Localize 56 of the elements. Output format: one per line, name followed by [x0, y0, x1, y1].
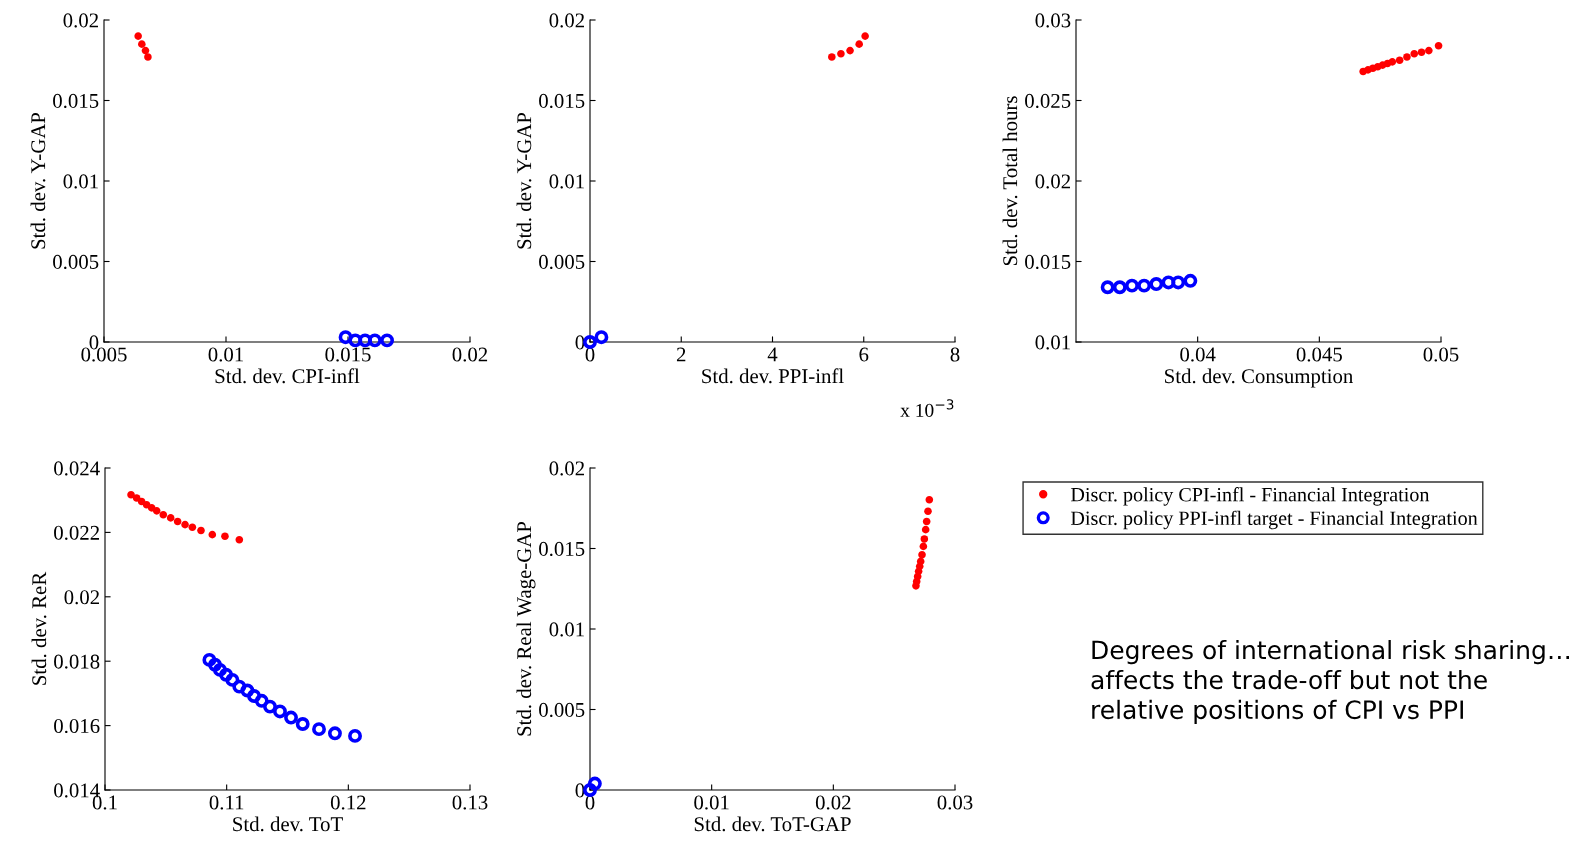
y-tick-label: 0.01 [63, 174, 98, 189]
y-tick-label: 0.016 [54, 718, 100, 734]
y-tick-label: 0.01 [1035, 335, 1070, 350]
text: Degrees of international risk sharing… affects the trade-off but not the relative positions of CPI vs PPI [1091, 640, 1569, 724]
x-tick-label: 0.02 [452, 347, 488, 362]
x-axis-title: Std. dev. Consumption [1165, 368, 1353, 388]
x-tick-label: 0.03 [937, 795, 973, 810]
text: x 10$^{−3}$ [900, 399, 954, 417]
x-tick-label: 0.12 [330, 795, 366, 810]
y-tick-label: 0.02 [1035, 174, 1070, 189]
x-tick-label: 0.04 [1180, 347, 1216, 362]
y-axis-title: Std. dev. Y-GAP [516, 112, 532, 249]
x-axis-title: Std. dev. ToT-GAP [694, 816, 851, 832]
y-tick-label: 0 [575, 335, 585, 350]
y-tick-label: 0.005 [539, 254, 585, 270]
y-tick-label: 0.02 [549, 13, 584, 28]
x-axis-title: Std. dev. CPI-infl [215, 368, 360, 384]
legend-label: Discr. policy CPI-infl - Financial Integration [1070, 487, 1430, 506]
y-tick-label: 0.02 [549, 461, 584, 476]
x-tick-label: 0.015 [325, 347, 371, 362]
y-tick-label: 0.005 [539, 702, 585, 718]
x-axis-title: Std. dev. PPI-infl [702, 368, 844, 384]
y-tick-label: 0.005 [53, 254, 99, 270]
x-axis-title: Std. dev. ToT [233, 816, 343, 832]
y-tick-label: 0.024 [54, 461, 100, 476]
y-tick-label: 0.022 [54, 525, 99, 540]
x-tick-label: 0.02 [815, 795, 851, 810]
x-tick-label: 0 [585, 795, 595, 810]
y-tick-label: 0.015 [1025, 254, 1071, 270]
y-tick-label: 0.03 [1035, 13, 1071, 28]
y-tick-label: 0.015 [53, 93, 99, 109]
x-tick-label: 0 [585, 347, 595, 362]
x-tick-label: 8 [950, 347, 960, 362]
y-tick-label: 0.01 [549, 174, 584, 189]
x-tick-label: 0.01 [694, 795, 729, 810]
y-tick-label: 0.01 [549, 622, 584, 637]
x-tick-label: 0.01 [208, 347, 243, 362]
legend-label: Discr. policy PPI-infl target - Financial Integration [1070, 510, 1478, 530]
y-axis-title: Std. dev. Y-GAP [30, 112, 46, 249]
y-tick-label: 0.015 [539, 93, 585, 109]
y-tick-label: 0.015 [539, 541, 585, 557]
x-tick-label: 2 [676, 347, 686, 362]
y-tick-label: 0.025 [1025, 93, 1071, 109]
y-tick-label: 0 [575, 783, 585, 798]
y-axis-title: Std. dev. Total hours [1002, 96, 1018, 266]
x-tick-label: 6 [859, 347, 869, 362]
x-tick-label: 4 [767, 347, 778, 362]
x-tick-label: 0.05 [1423, 347, 1459, 362]
x-tick-label: 0.13 [452, 795, 488, 810]
y-tick-label: 0.02 [63, 13, 98, 28]
y-tick-label: 0.02 [64, 590, 99, 605]
x-tick-label: 0.11 [209, 795, 244, 810]
x-tick-label: 0.045 [1296, 347, 1342, 362]
y-axis-title: Std. dev. ReR [31, 571, 47, 685]
y-axis-title: Std. dev. Real Wage-GAP [516, 521, 536, 736]
y-tick-label: 0.018 [54, 654, 100, 669]
